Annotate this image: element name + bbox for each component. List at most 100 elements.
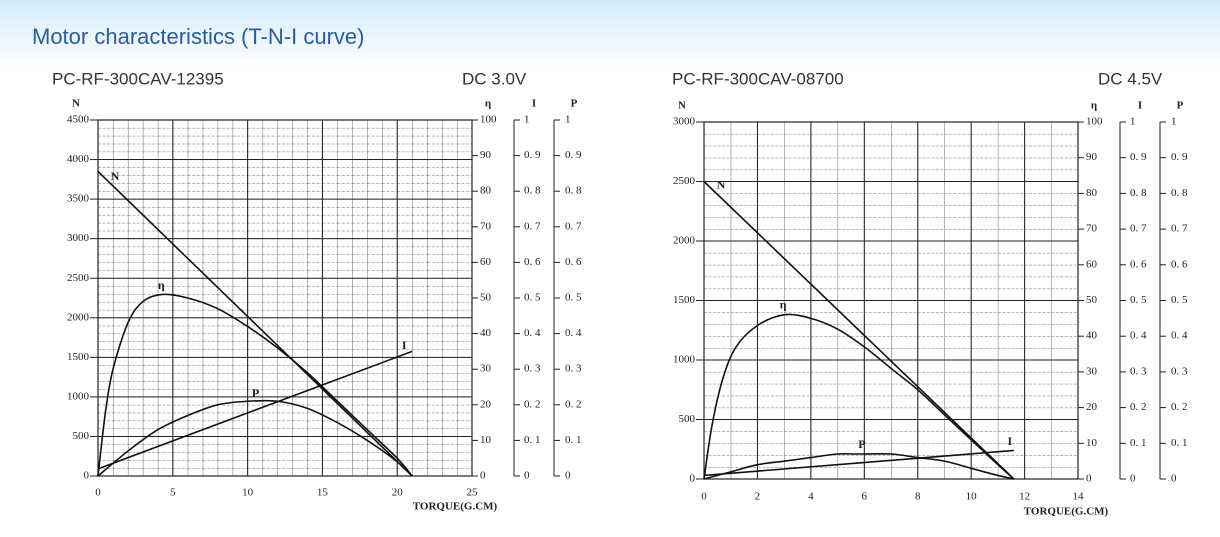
x-tick-label: 15 <box>317 487 329 499</box>
x-tick-label: 2 <box>755 491 761 503</box>
curve <box>97 399 413 477</box>
y-tick-label: 0 <box>84 470 90 482</box>
y2-tick-label: 60 <box>480 256 492 268</box>
y3-tick-label: 0. 7 <box>524 220 541 232</box>
header-band <box>0 0 1220 70</box>
curve <box>97 170 413 477</box>
y3-tick-label: 1 <box>1130 116 1136 128</box>
y2-axis-label: η <box>1091 100 1097 112</box>
y2-tick-label: 40 <box>480 327 492 339</box>
chart-subtitle: DC 4.5V <box>1098 69 1163 88</box>
y-tick-label: 0 <box>690 473 696 485</box>
y2-tick-label: 50 <box>1086 294 1098 306</box>
curve <box>703 180 1015 480</box>
y4-tick-label: 0. 6 <box>565 256 582 268</box>
y4-tick-label: 0. 5 <box>565 292 582 304</box>
y4-tick-label: 0. 4 <box>565 327 582 339</box>
y3-axis-label: I <box>1138 100 1142 112</box>
y-tick-label: 3000 <box>67 232 90 244</box>
y4-tick-label: 0. 3 <box>565 363 582 375</box>
curve-label: η <box>158 278 165 292</box>
y2-tick-label: 10 <box>480 434 492 446</box>
y3-tick-label: 0. 7 <box>1130 223 1147 235</box>
y3-tick-label: 0. 4 <box>1130 330 1147 342</box>
x-tick-label: 0 <box>701 491 707 503</box>
y2-tick-label: 90 <box>1086 151 1098 163</box>
minor-grid <box>98 120 472 476</box>
y2-tick-label: 10 <box>1086 437 1098 449</box>
y-tick-label: 1000 <box>673 354 696 366</box>
chart-title: PC-RF-300CAV-08700 <box>672 69 844 88</box>
y3-tick-label: 0. 1 <box>1130 437 1147 449</box>
curve <box>703 313 1015 480</box>
y2-tick-label: 0 <box>1086 473 1092 485</box>
curve <box>97 293 413 477</box>
y3-tick-label: 0. 6 <box>524 256 541 268</box>
y4-tick-label: 0. 1 <box>565 434 582 446</box>
y2-tick-label: 20 <box>1086 401 1098 413</box>
y2-tick-label: 70 <box>1086 223 1098 235</box>
chart-subtitle: DC 3.0V <box>462 69 527 88</box>
y4-tick-label: 0. 2 <box>1171 401 1188 413</box>
y4-tick-label: 0. 1 <box>1171 437 1188 449</box>
y-tick-label: 2500 <box>673 175 696 187</box>
motor-chart: PC-RF-300CAV-08700 DC 4.5V0 2 4 6 8 10 12 14TORQ… <box>672 69 1188 517</box>
y4-tick-label: 0. 9 <box>1171 151 1188 163</box>
curve-label: I <box>1008 434 1013 448</box>
y2-tick-label: 20 <box>480 398 492 410</box>
curve <box>703 449 1014 477</box>
y2-tick-label: 70 <box>480 220 492 232</box>
x-tick-label: 10 <box>966 491 978 503</box>
y4-tick-label: 0 <box>1171 473 1177 485</box>
y4-tick-label: 1 <box>565 114 571 126</box>
y4-tick-label: 0. 7 <box>565 220 582 232</box>
y4-tick-label: 0 <box>565 470 571 482</box>
x-tick-label: 10 <box>242 487 254 499</box>
x-tick-label: 4 <box>808 491 814 503</box>
y4-tick-label: 0. 5 <box>1171 294 1188 306</box>
y4-tick-label: 0. 4 <box>1171 330 1188 342</box>
y2-tick-label: 80 <box>480 185 492 197</box>
y4-tick-label: 0. 2 <box>565 398 582 410</box>
y3-tick-label: 0. 9 <box>524 149 541 161</box>
curve-label: N <box>111 169 120 183</box>
y-tick-label: 1500 <box>67 351 90 363</box>
curve-label: P <box>858 437 865 451</box>
y-axis-label: N <box>72 98 80 110</box>
x-tick-label: 8 <box>915 491 921 503</box>
y4-tick-label: 0. 8 <box>565 185 582 197</box>
page-title: Motor characteristics (T-N-I curve) <box>32 24 365 49</box>
y3-tick-label: 0. 3 <box>524 363 541 375</box>
x-tick-label: 20 <box>392 487 404 499</box>
y-tick-label: 4000 <box>67 153 90 165</box>
y3-tick-label: 0. 8 <box>1130 187 1147 199</box>
x-tick-label: 25 <box>467 487 479 499</box>
y4-tick-label: 0. 8 <box>1171 187 1188 199</box>
y-tick-label: 1000 <box>67 390 90 402</box>
x-tick-label: 0 <box>95 487 101 499</box>
y2-tick-label: 80 <box>1086 187 1098 199</box>
y3-axis-label: I <box>532 98 536 110</box>
y2-tick-label: 40 <box>1086 330 1098 342</box>
curve <box>703 452 1015 480</box>
x-tick-label: 14 <box>1073 491 1085 503</box>
y3-tick-label: 0. 8 <box>524 185 541 197</box>
chart-title: PC-RF-300CAV-12395 <box>52 69 224 88</box>
y-tick-label: 4500 <box>67 114 90 126</box>
y-tick-label: 2500 <box>67 272 90 284</box>
y3-tick-label: 0. 5 <box>1130 294 1147 306</box>
y2-tick-label: 90 <box>480 149 492 161</box>
y3-tick-label: 0 <box>524 470 530 482</box>
y3-tick-label: 0. 1 <box>524 434 541 446</box>
y3-tick-label: 0. 5 <box>524 292 541 304</box>
y2-tick-label: 100 <box>1086 116 1103 128</box>
y2-tick-label: 30 <box>480 363 492 375</box>
curve-label: N <box>717 177 726 191</box>
y-tick-label: 500 <box>73 430 90 442</box>
y4-tick-label: 1 <box>1171 116 1177 128</box>
y-tick-label: 1500 <box>673 294 696 306</box>
y3-tick-label: 0 <box>1130 473 1136 485</box>
y3-tick-label: 0. 6 <box>1130 258 1147 270</box>
